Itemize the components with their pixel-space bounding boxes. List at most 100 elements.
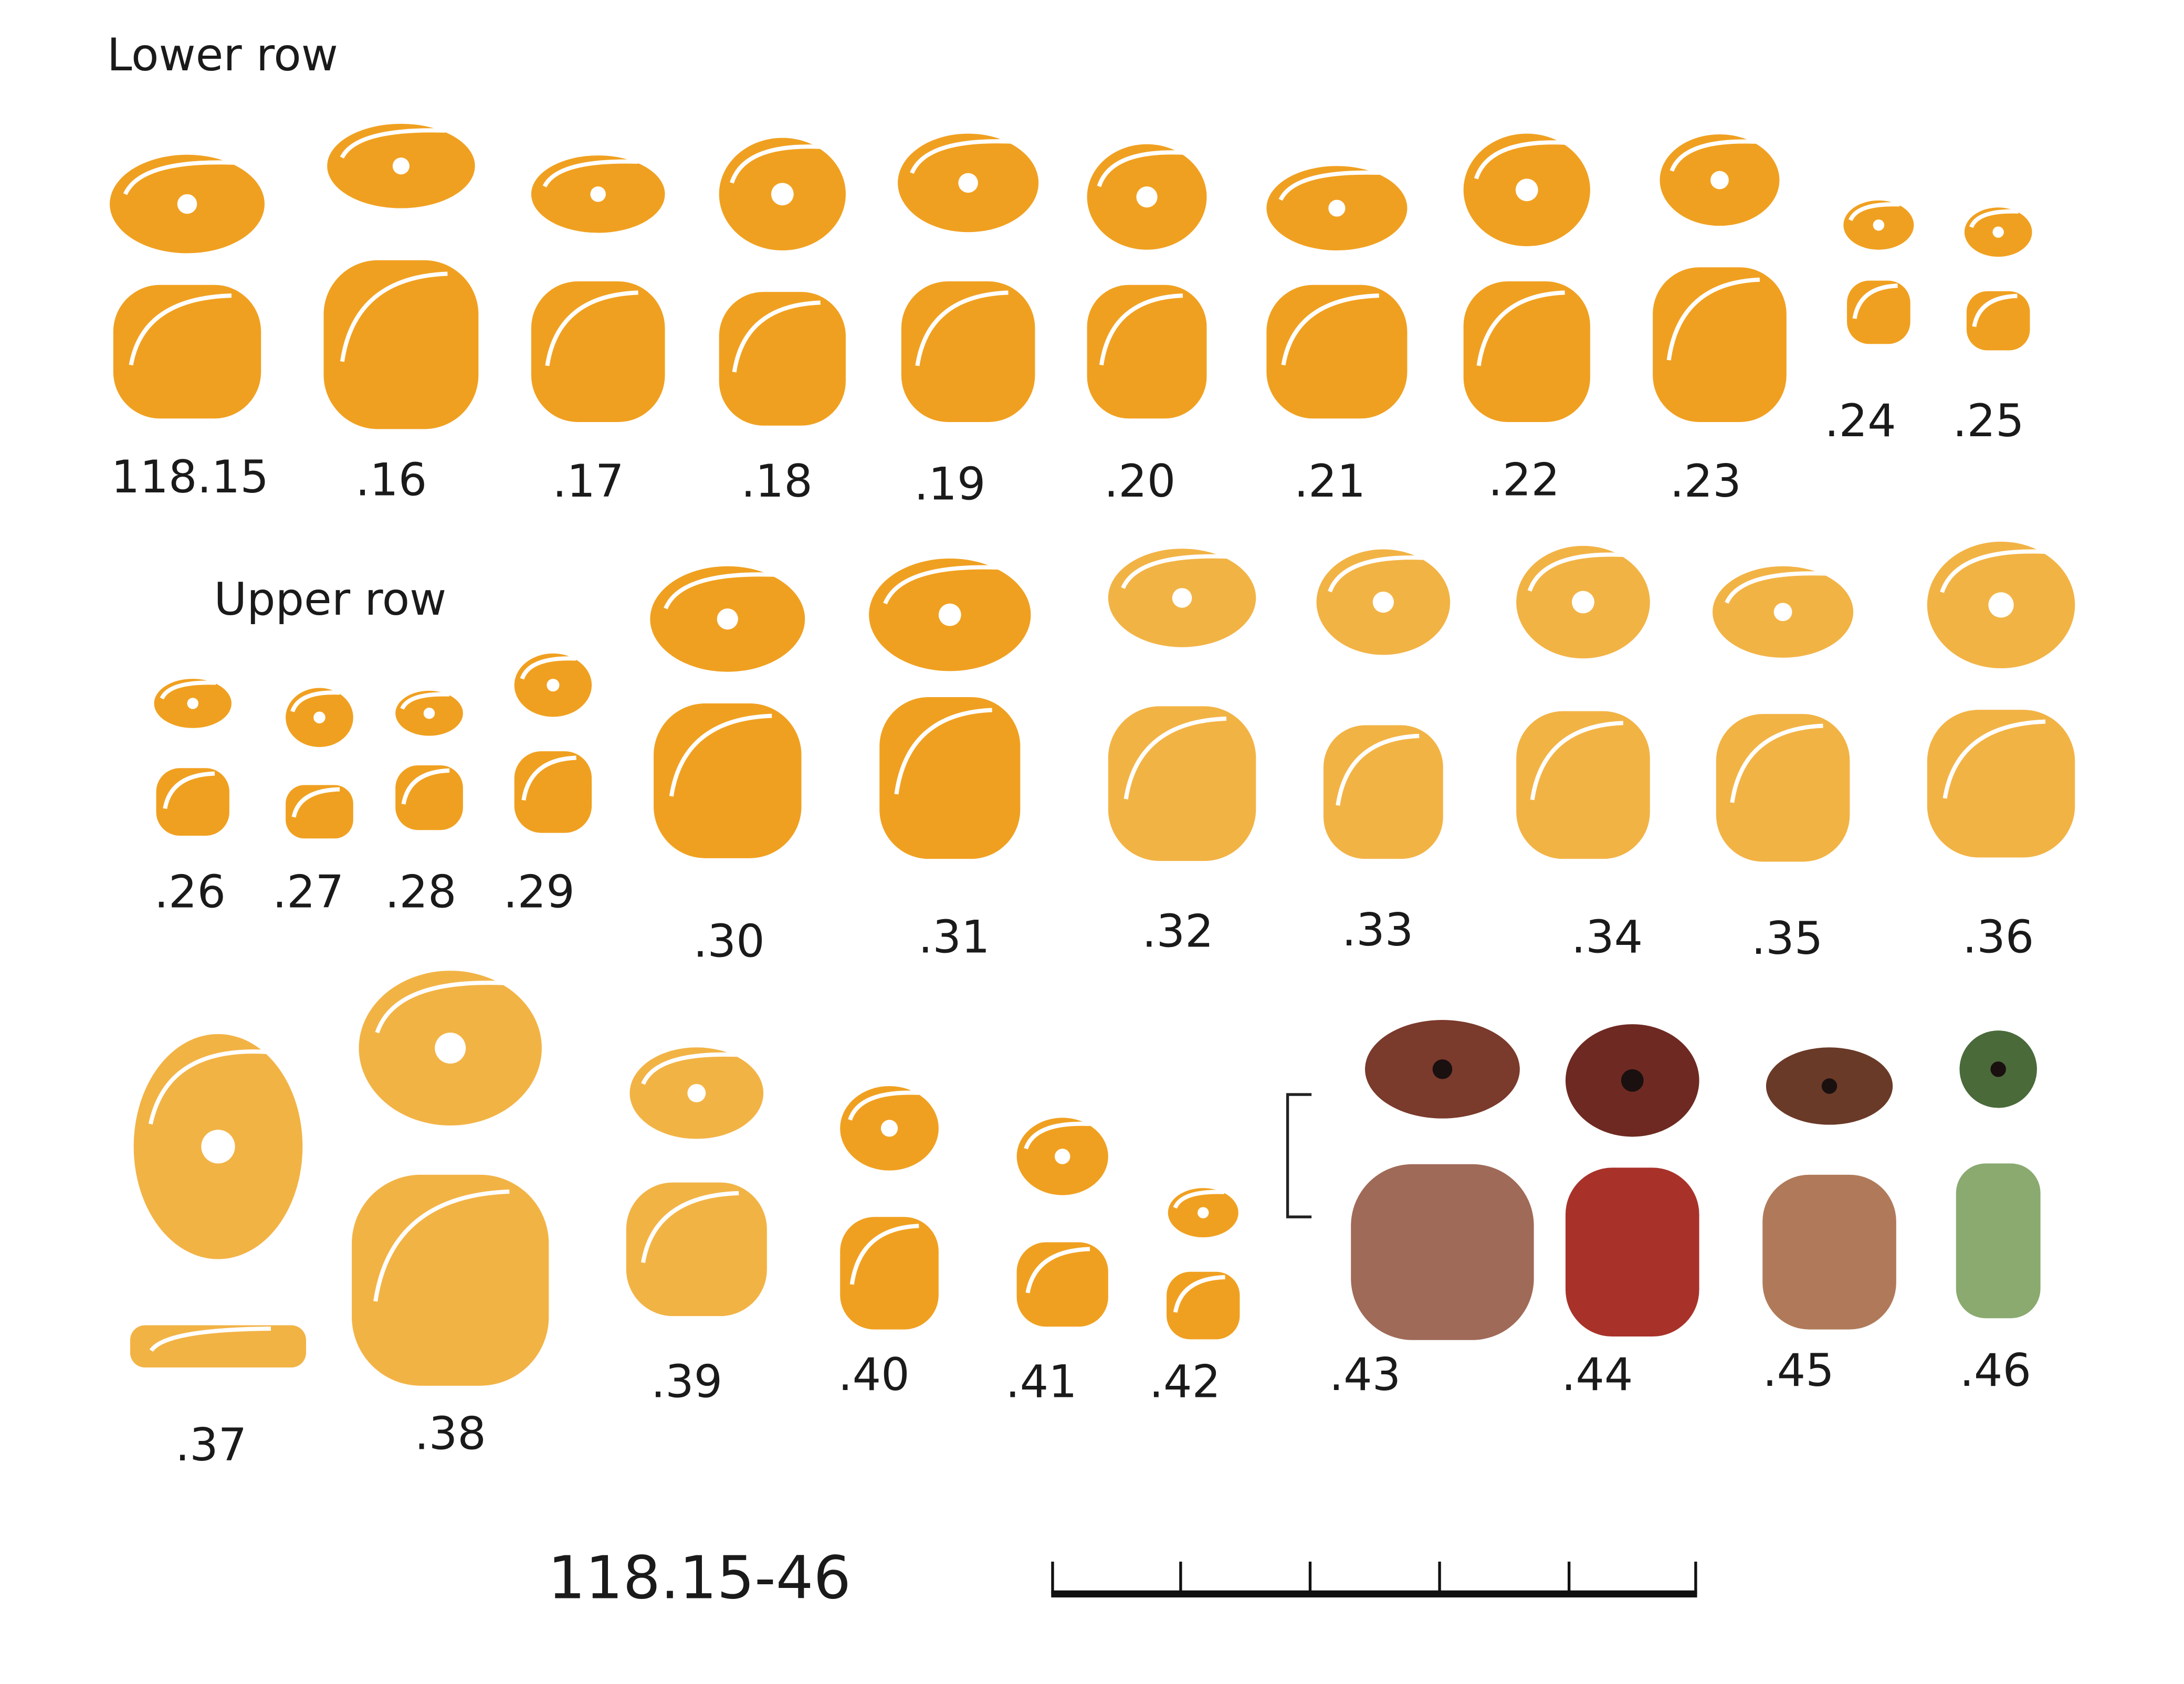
bead-label: .18 bbox=[741, 455, 812, 508]
bead bbox=[869, 558, 1031, 859]
bead bbox=[514, 653, 592, 833]
bead-side bbox=[1516, 711, 1650, 859]
bead bbox=[650, 566, 805, 858]
bead-side bbox=[879, 697, 1021, 859]
bead bbox=[352, 971, 549, 1386]
bead-label: .28 bbox=[385, 866, 456, 919]
highlight bbox=[1025, 1247, 1090, 1293]
bead-hole bbox=[771, 183, 794, 206]
bead-side bbox=[654, 703, 802, 858]
highlight bbox=[1173, 1275, 1225, 1313]
highlight bbox=[915, 290, 1009, 366]
bead-side bbox=[1351, 1164, 1534, 1340]
bead-label: .20 bbox=[1104, 455, 1175, 508]
highlight bbox=[1024, 1121, 1090, 1150]
bead-side bbox=[626, 1182, 767, 1317]
bead-side bbox=[352, 1174, 549, 1386]
bead-hole bbox=[1773, 603, 1792, 622]
highlight bbox=[400, 692, 450, 710]
highlight bbox=[1666, 277, 1760, 361]
bead-label: .27 bbox=[272, 866, 344, 919]
bead bbox=[1351, 1020, 1534, 1340]
highlight bbox=[163, 771, 215, 809]
highlight bbox=[1281, 293, 1379, 366]
heading: Upper row bbox=[214, 573, 446, 626]
bead-label: .23 bbox=[1670, 455, 1741, 508]
bead-label: .36 bbox=[1962, 911, 2034, 963]
bead-hole bbox=[1372, 591, 1394, 613]
bead-hole bbox=[1572, 591, 1594, 614]
highlight bbox=[148, 1049, 269, 1125]
bead-label: .26 bbox=[154, 866, 226, 919]
bead-side bbox=[1463, 281, 1590, 423]
highlight bbox=[1670, 139, 1756, 172]
bead bbox=[898, 133, 1039, 423]
highlight bbox=[1969, 209, 2019, 228]
highlight bbox=[340, 128, 446, 159]
bead-side bbox=[901, 281, 1035, 423]
bead-label: .34 bbox=[1571, 911, 1643, 963]
bead-label: .25 bbox=[1952, 395, 2024, 447]
bead bbox=[1316, 549, 1451, 859]
highlight bbox=[521, 755, 576, 801]
bead bbox=[154, 679, 232, 836]
highlight bbox=[1278, 170, 1379, 201]
bead bbox=[1762, 1047, 1896, 1330]
highlight bbox=[373, 1189, 510, 1302]
bead-label: 118.15 bbox=[111, 451, 269, 503]
bead-label: .41 bbox=[1005, 1355, 1077, 1408]
bead-side bbox=[1565, 1167, 1699, 1337]
bead-label: .44 bbox=[1561, 1349, 1633, 1401]
highlight bbox=[1725, 571, 1825, 604]
bead-hole bbox=[1992, 226, 2004, 238]
highlight bbox=[729, 144, 821, 184]
bead-hole bbox=[201, 1130, 235, 1164]
highlight bbox=[1530, 721, 1624, 801]
bead-label: .31 bbox=[918, 911, 990, 963]
caption: 118.15-46 bbox=[548, 1544, 851, 1613]
bead bbox=[531, 155, 665, 423]
bead-hole bbox=[958, 173, 978, 193]
bead-side bbox=[1167, 1271, 1240, 1340]
highlight bbox=[160, 680, 216, 700]
highlight bbox=[910, 139, 1011, 174]
bead-hole bbox=[1873, 219, 1885, 231]
highlight bbox=[520, 656, 576, 680]
bead-side bbox=[156, 768, 229, 836]
bead-hole bbox=[1054, 1149, 1070, 1164]
highlight bbox=[640, 1191, 739, 1264]
bead bbox=[626, 1047, 767, 1317]
bead-hole bbox=[435, 1033, 466, 1064]
bead bbox=[1843, 200, 1914, 344]
bead-side bbox=[1087, 285, 1207, 419]
highlight bbox=[401, 768, 450, 805]
highlight bbox=[129, 293, 232, 366]
highlight bbox=[545, 290, 638, 366]
highlight bbox=[894, 708, 992, 795]
highlight bbox=[542, 159, 638, 188]
bead-hole bbox=[1990, 1061, 2006, 1077]
bead-side bbox=[719, 292, 846, 426]
highlight bbox=[641, 1052, 737, 1085]
highlight bbox=[291, 787, 340, 818]
bead-label: .29 bbox=[503, 866, 574, 919]
highlight bbox=[1336, 733, 1420, 806]
highlight bbox=[1121, 554, 1227, 589]
bead-hole bbox=[1988, 592, 2014, 618]
highlight bbox=[1124, 716, 1227, 799]
bead-label: .38 bbox=[415, 1407, 486, 1460]
bead-label: .21 bbox=[1294, 455, 1366, 508]
highlight bbox=[664, 572, 774, 609]
bead-hole bbox=[687, 1083, 706, 1102]
bead-label: .17 bbox=[552, 455, 624, 508]
bead-label: .24 bbox=[1824, 395, 1896, 447]
bead bbox=[1713, 566, 1854, 862]
bead bbox=[1087, 144, 1207, 419]
bead-hole bbox=[1710, 171, 1729, 190]
bead-hole bbox=[423, 708, 435, 719]
bead-side bbox=[1716, 714, 1850, 862]
bead-side bbox=[514, 751, 592, 833]
highlight bbox=[290, 690, 340, 713]
